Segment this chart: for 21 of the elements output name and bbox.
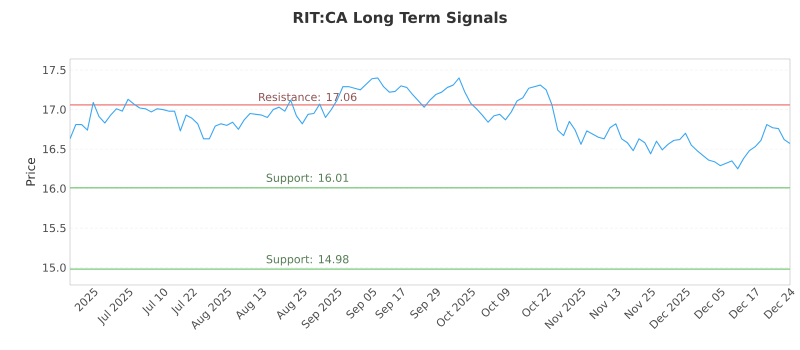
x-tick-label: Sep 05 [346,288,376,319]
x-tick-label: Dec 24 [763,288,795,320]
x-tick-label: Oct 09 [482,288,510,316]
y-tick-label: 16.0 [43,184,66,193]
x-tick-label: Sep 29 [410,288,440,319]
y-tick-label: 17.0 [43,105,66,114]
ref-line-label: Support: 14.98 [266,255,349,266]
x-tick-label: Jul 10 [142,288,168,316]
y-tick-label: 17.5 [43,66,66,74]
y-tick-label: 16.5 [43,144,66,154]
x-tick-label: Jul 22 [171,288,198,316]
y-tick-label: 15.5 [43,224,66,232]
x-tick-label: Dec 17 [728,287,758,320]
x-tick-label: Nov 25 [624,288,655,320]
y-axis-title: Price [26,158,36,186]
ref-line-label: Support: 16.01 [266,174,348,184]
x-tick-label: Sep 17 [375,287,404,319]
x-tick-label: Dec 05 [694,288,724,320]
chart-title: RIT:CA Long Term Signals [294,12,507,26]
y-tick-label: 15.0 [43,263,66,272]
x-tick-label: Oct 22 [522,288,552,316]
